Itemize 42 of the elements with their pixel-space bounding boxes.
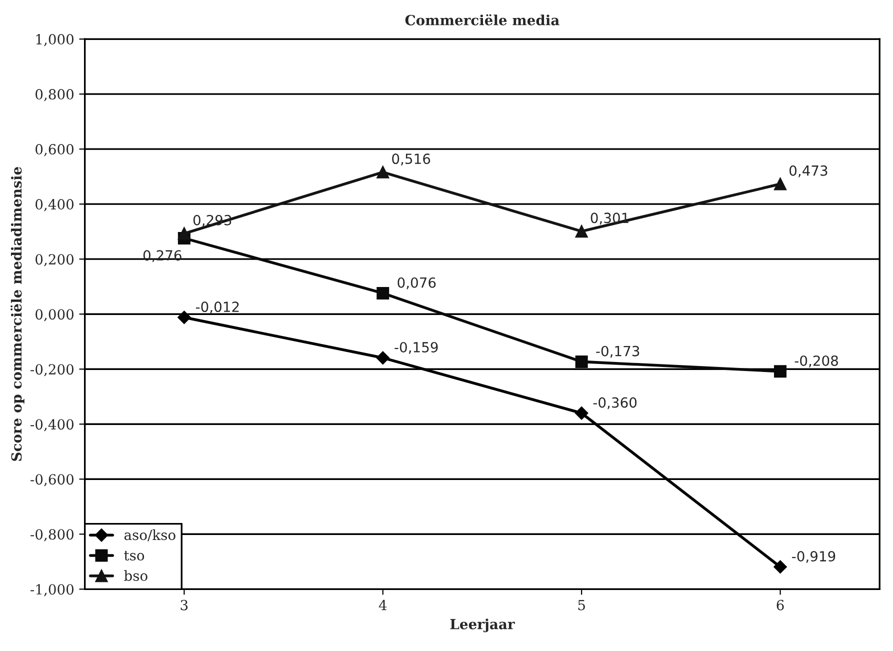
data-label: 0,301: [590, 212, 628, 225]
point: [774, 365, 787, 378]
y-tick-label: -0,800: [30, 529, 74, 542]
point: [376, 166, 390, 178]
point: [376, 286, 390, 300]
y-tick-label: 1,000: [36, 34, 74, 46]
data-label: -0,360: [593, 397, 637, 410]
data-label: -0,159: [394, 342, 438, 354]
x-tick-label: 3: [180, 600, 188, 610]
x-tick-label: 6: [776, 600, 784, 610]
data-label: -0,173: [596, 346, 640, 358]
y-tick-label: -0,400: [30, 419, 74, 432]
y-tick-label: 0,800: [36, 89, 74, 102]
y-tick-label: -0,200: [30, 364, 74, 376]
x-tick-label: 4: [378, 600, 387, 610]
data-label: -0,012: [196, 302, 239, 314]
point: [575, 225, 588, 238]
y-tick-label: -0,600: [30, 474, 74, 486]
y-tick-label: 0,600: [36, 144, 74, 156]
data-label: 0,473: [790, 165, 828, 178]
y-axis-title: Score op commerciële mediadimensie: [10, 167, 24, 461]
data-label: 0,516: [392, 154, 430, 166]
point: [574, 406, 588, 420]
x-axis-title: Leerjaar: [450, 618, 515, 632]
point: [376, 351, 390, 364]
point: [774, 560, 787, 574]
point: [178, 310, 191, 324]
chart-title: Commerciële media: [405, 14, 560, 26]
point: [575, 355, 588, 368]
legend-label: aso/kso: [124, 529, 176, 542]
legend-label: bso: [124, 570, 148, 581]
x-tick-label: 5: [578, 600, 585, 610]
y-tick-label: 0,400: [36, 199, 74, 212]
y-tick-label: -1,000: [30, 584, 74, 596]
data-label: -0,919: [792, 551, 836, 563]
legend-label: tso: [124, 550, 144, 561]
point: [774, 178, 787, 190]
y-tick-label: 0,200: [36, 254, 74, 266]
data-label: 0,076: [398, 277, 436, 290]
point: [178, 227, 190, 240]
data-label: -0,208: [794, 355, 838, 368]
y-tick-label: 0,000: [36, 309, 74, 322]
